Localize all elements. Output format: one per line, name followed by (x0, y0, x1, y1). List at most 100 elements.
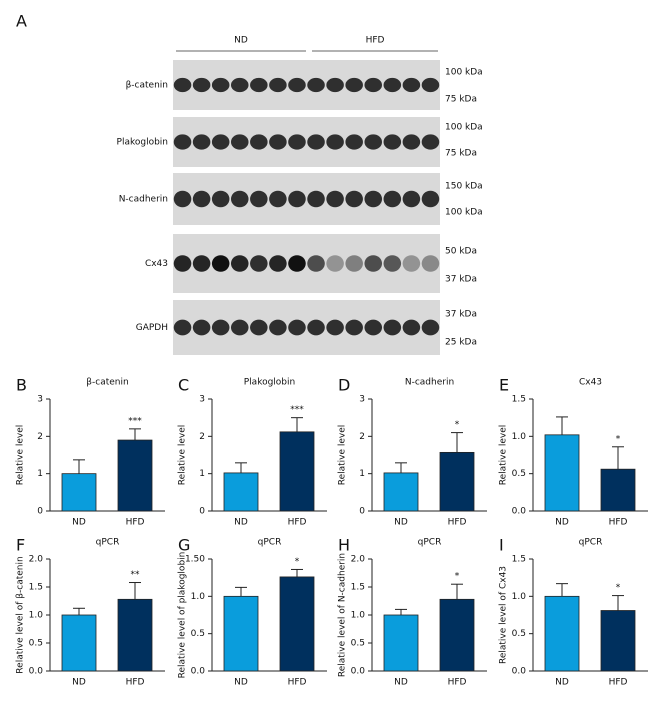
y-axis-label: Relative level of β-catenin (16, 556, 26, 673)
bar (600, 610, 636, 672)
error-bar (73, 459, 85, 474)
marker-label: 37 kDa (445, 275, 477, 285)
chart-title: β-catenin (86, 378, 128, 388)
blot-band (288, 190, 306, 208)
chart-title: qPCR (579, 538, 603, 548)
y-axis-label: Relative level of Cx43 (499, 566, 509, 664)
y-tick-label: 0.0 (191, 667, 206, 677)
blot-band (421, 319, 440, 336)
blot-band (269, 255, 287, 272)
blot-band (250, 319, 268, 336)
blot-band (192, 134, 211, 150)
y-tick-label: 0.0 (351, 667, 366, 677)
significance: * (295, 557, 300, 567)
x-tick-label: ND (555, 518, 569, 528)
x-tick-label: ND (555, 678, 569, 688)
y-tick-label: 1.5 (512, 395, 526, 405)
x-tick-label: ND (72, 678, 86, 688)
blot-band (230, 77, 249, 93)
bar (544, 434, 580, 512)
y-tick-label: 0.5 (191, 629, 205, 639)
blot-band (269, 190, 287, 208)
blot-band (269, 77, 287, 93)
bar (600, 468, 636, 512)
blot-band (364, 134, 383, 150)
blot-band (192, 319, 211, 336)
x-tick-label: ND (72, 518, 86, 528)
significance: *** (290, 405, 304, 415)
significance: *** (128, 416, 142, 426)
blot-band (402, 255, 421, 272)
blot-band (364, 255, 383, 272)
marker-label: 100 kDa (445, 68, 483, 78)
marker-label: 100 kDa (445, 208, 483, 218)
y-tick-label: 1.50 (185, 555, 205, 565)
significance: ** (131, 570, 141, 580)
blot-band (345, 319, 363, 336)
blot-band (269, 134, 287, 150)
y-axis-label: Relative level (178, 425, 188, 486)
blot-band (326, 77, 344, 93)
blot-band (173, 134, 192, 150)
blot-band (383, 134, 402, 150)
blot-band (192, 190, 211, 208)
y-tick-label: 0 (37, 507, 43, 517)
y-tick-label: 3 (199, 395, 205, 405)
group-label: ND (234, 36, 248, 46)
blot-band (173, 319, 192, 336)
y-axis-label: Relative level (338, 425, 348, 486)
chart-title: qPCR (96, 538, 120, 548)
y-tick-label: 3 (37, 395, 43, 405)
error-bar (395, 608, 407, 615)
significance: * (616, 583, 621, 593)
error-bar (235, 462, 247, 473)
x-tick-label: HFD (288, 678, 307, 688)
marker-label: 150 kDa (445, 182, 483, 192)
y-tick-label: 1.0 (29, 611, 44, 621)
group-label: HFD (366, 36, 385, 46)
y-tick-label: 1 (359, 469, 365, 479)
error-bar (612, 595, 624, 611)
x-tick-label: ND (394, 518, 408, 528)
blot-band (345, 134, 363, 150)
blot-band (307, 319, 325, 336)
significance: * (616, 434, 621, 444)
blot-band (192, 255, 211, 272)
blot-band (421, 190, 440, 208)
significance: * (455, 572, 460, 582)
blot-band (421, 255, 440, 272)
marker-label: 100 kDa (445, 123, 483, 133)
blot-label: N-cadherin (119, 195, 168, 205)
error-bar (556, 416, 568, 435)
error-bar (291, 568, 303, 577)
y-tick-label: 0.0 (512, 507, 527, 517)
bar (223, 595, 259, 672)
bar (383, 614, 419, 672)
y-tick-label: 1.0 (512, 592, 527, 602)
blot-band (402, 134, 421, 150)
error-bar (612, 446, 624, 470)
blot-band (250, 134, 268, 150)
panel-letter: I (499, 536, 504, 555)
x-tick-label: HFD (448, 518, 467, 528)
bar (61, 614, 97, 672)
y-axis-label: Relative level of plakoglobin (178, 552, 188, 679)
x-tick-label: ND (234, 678, 248, 688)
blot-band (402, 319, 421, 336)
error-bar (395, 462, 407, 473)
marker-label: 50 kDa (445, 247, 477, 257)
blot-band (307, 255, 325, 272)
x-tick-label: HFD (609, 518, 628, 528)
blot-band (326, 319, 344, 336)
significance: * (455, 420, 460, 430)
y-tick-label: 0.5 (512, 469, 526, 479)
blot-band (211, 77, 230, 93)
bar (279, 431, 315, 512)
blot-band (211, 134, 230, 150)
blot-band (421, 134, 440, 150)
panel-letter: G (178, 536, 190, 555)
blot-band (288, 319, 306, 336)
blot-band (173, 77, 192, 93)
chart-title: Cx43 (579, 378, 602, 388)
